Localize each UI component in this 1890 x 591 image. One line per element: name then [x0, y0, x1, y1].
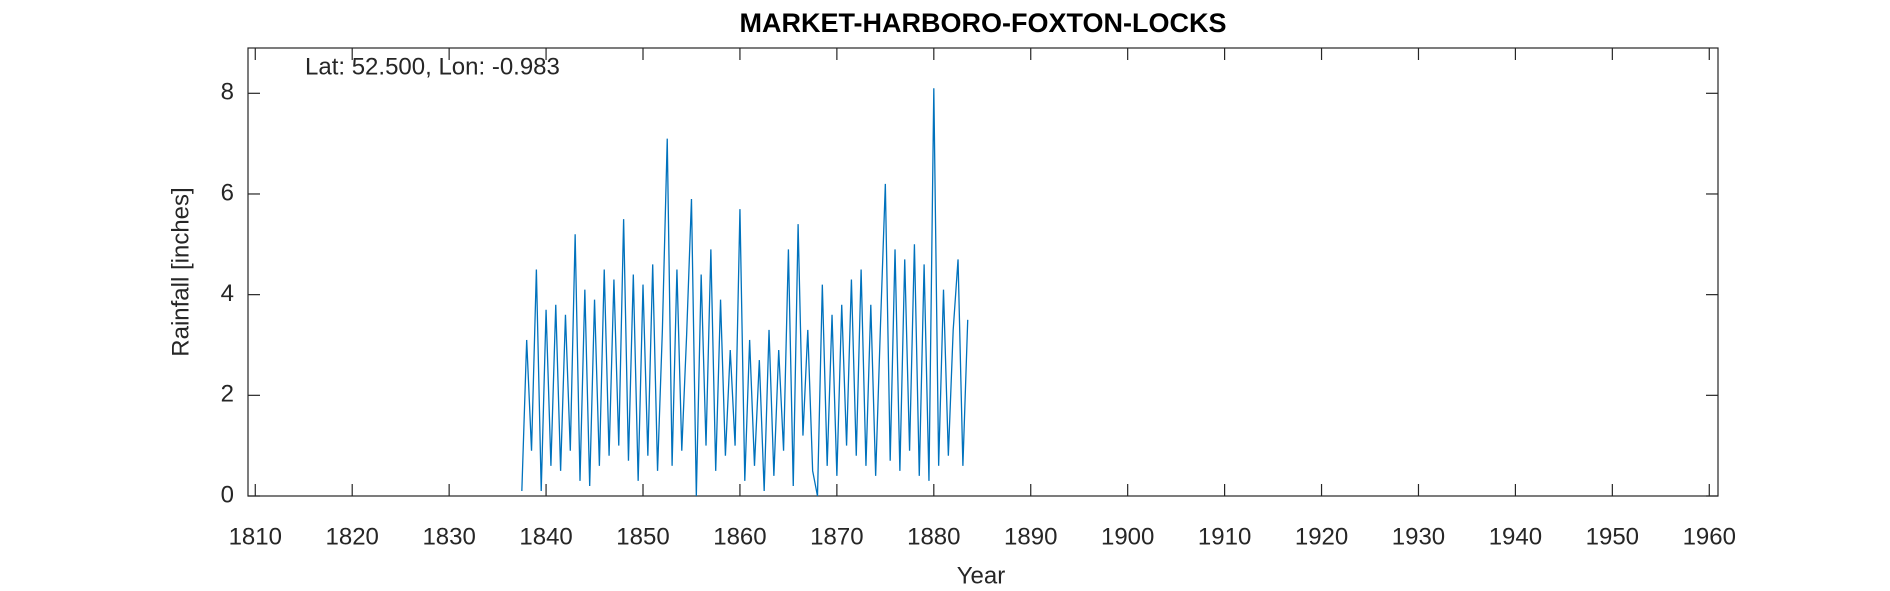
y-tick-label: 2 [221, 381, 234, 408]
x-tick-label: 1900 [1101, 523, 1154, 550]
y-axis-label: Rainfall [inches] [167, 187, 194, 356]
y-tick-label: 8 [221, 79, 234, 106]
x-tick-label: 1840 [519, 523, 572, 550]
y-tick-label: 4 [221, 280, 234, 307]
y-tick-label: 0 [221, 481, 234, 508]
y-tick-label: 6 [221, 179, 234, 206]
chart-title: MARKET-HARBORO-FOXTON-LOCKS [740, 8, 1227, 38]
x-tick-label: 1870 [810, 523, 863, 550]
x-tick-label: 1860 [713, 523, 766, 550]
plot-box [247, 47, 1719, 497]
x-tick-label: 1810 [229, 523, 282, 550]
x-tick-label: 1830 [422, 523, 475, 550]
x-tick-label: 1920 [1295, 523, 1348, 550]
x-tick-label: 1950 [1586, 523, 1639, 550]
x-tick-label: 1930 [1392, 523, 1445, 550]
x-tick-label: 1820 [326, 523, 379, 550]
x-tick-label: 1940 [1489, 523, 1542, 550]
x-tick-label: 1880 [907, 523, 960, 550]
x-tick-label: 1850 [616, 523, 669, 550]
data-line [521, 88, 969, 497]
annotation: Lat: 52.500, Lon: -0.983 [305, 53, 560, 80]
x-tick-label: 1910 [1198, 523, 1251, 550]
x-axis-label: Year [957, 562, 1006, 589]
x-tick-label: 1960 [1683, 523, 1736, 550]
x-tick-label: 1890 [1004, 523, 1057, 550]
